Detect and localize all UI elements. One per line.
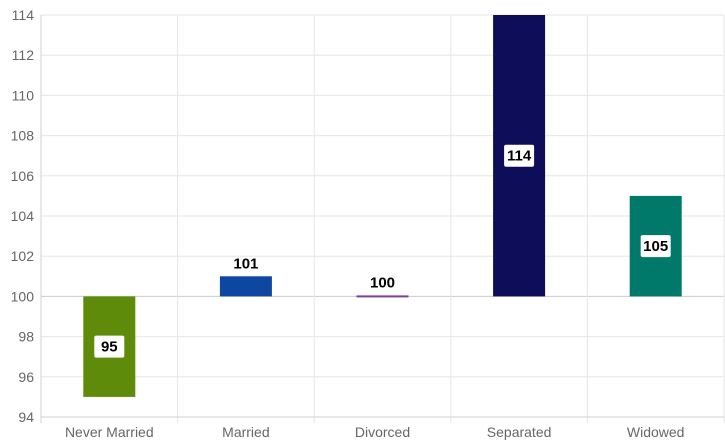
- y-tick-label: 102: [11, 248, 35, 264]
- x-tick-label: Widowed: [627, 424, 685, 440]
- data-labels: 95 101 100 114 105: [94, 144, 671, 358]
- data-label: 101: [233, 255, 258, 272]
- y-tick-label: 108: [11, 128, 35, 144]
- y-tick-label: 106: [11, 168, 35, 184]
- y-tick-label: 98: [18, 329, 34, 345]
- y-tick-label: 100: [11, 288, 35, 304]
- y-tick-label: 114: [12, 7, 35, 23]
- y-tick-label: 94: [18, 409, 34, 425]
- y-axis: 94 96 98 100 102 104 106 108 110 112 114: [11, 7, 35, 425]
- x-tick-label: Separated: [487, 424, 552, 440]
- data-label: 114: [507, 148, 532, 165]
- data-label: 100: [370, 274, 395, 291]
- x-tick-label: Never Married: [65, 424, 154, 440]
- data-label: 95: [101, 339, 118, 356]
- x-tick-label: Divorced: [355, 424, 410, 440]
- data-label: 105: [643, 238, 668, 255]
- bar: [356, 295, 409, 298]
- y-tick-label: 110: [12, 87, 35, 103]
- grid: [40, 14, 725, 423]
- y-tick-label: 112: [12, 47, 35, 63]
- bar: [219, 276, 272, 297]
- x-axis: Never Married Married Divorced Separated Wid…: [65, 424, 685, 440]
- y-tick-label: 104: [11, 208, 35, 224]
- data-label-box: [504, 144, 535, 167]
- data-label-box: [640, 235, 671, 258]
- x-tick-label: Married: [222, 424, 269, 440]
- bars: [83, 15, 682, 397]
- data-label-box: [94, 335, 125, 358]
- y-tick-label: 96: [18, 369, 34, 385]
